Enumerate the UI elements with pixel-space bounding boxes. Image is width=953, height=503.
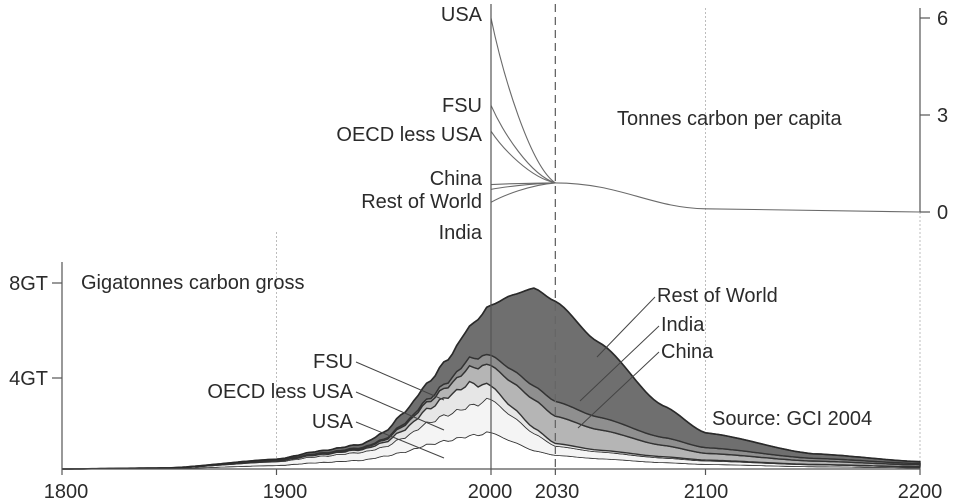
gross-tick-8gt: 8GT	[9, 273, 48, 295]
pc-line-oecd-less-usa	[490, 130, 556, 184]
pc-label-oecd: OECD less USA	[336, 124, 482, 146]
axes	[52, 4, 930, 475]
leader-india	[579, 325, 660, 402]
x-tick-1900: 1900	[263, 481, 308, 503]
area-label-oecd: OECD less USA	[207, 381, 353, 403]
x-tick-2000: 2000	[468, 481, 513, 503]
pc-tick-0: 0	[937, 202, 948, 224]
x-tick-2030: 2030	[535, 481, 580, 503]
pc-label-india: India	[439, 222, 483, 244]
leader-oecd	[355, 391, 445, 431]
x-tick-1800: 1800	[44, 481, 89, 503]
leader-rest-of-world	[596, 296, 656, 358]
gross-tick-4gt: 4GT	[9, 368, 48, 390]
area-label-china: China	[661, 341, 714, 363]
source-note: Source: GCI 2004	[712, 408, 872, 430]
leader-usa	[355, 421, 445, 459]
pc-tick-6: 6	[937, 8, 948, 30]
pc-tick-3: 3	[937, 105, 948, 127]
area-label-rest-of-world: Rest of World	[657, 285, 778, 307]
leader-fsu	[355, 361, 445, 401]
gross-title: Gigatonnes carbon gross	[81, 272, 304, 294]
reference-lines	[276, 8, 921, 469]
pc-label-fsu: FSU	[442, 95, 482, 117]
leader-china	[577, 351, 660, 429]
leader-lines	[355, 296, 660, 459]
per-capita-lines	[490, 17, 921, 213]
pc-line-fsu	[490, 105, 556, 184]
pc-label-usa: USA	[441, 4, 483, 26]
pc-label-rest-of-world: Rest of World	[361, 191, 482, 213]
area-label-usa: USA	[312, 411, 354, 433]
area-label-india: India	[661, 314, 705, 336]
area-label-fsu: FSU	[313, 351, 353, 373]
pc-label-china: China	[430, 168, 483, 190]
x-tick-2100: 2100	[684, 481, 729, 503]
per-capita-title: Tonnes carbon per capita	[617, 108, 842, 130]
x-tick-2200: 2200	[898, 481, 943, 503]
pc-line-common-tail	[555, 182, 921, 213]
pc-line-usa	[490, 17, 556, 184]
pc-line-india	[490, 182, 556, 203]
